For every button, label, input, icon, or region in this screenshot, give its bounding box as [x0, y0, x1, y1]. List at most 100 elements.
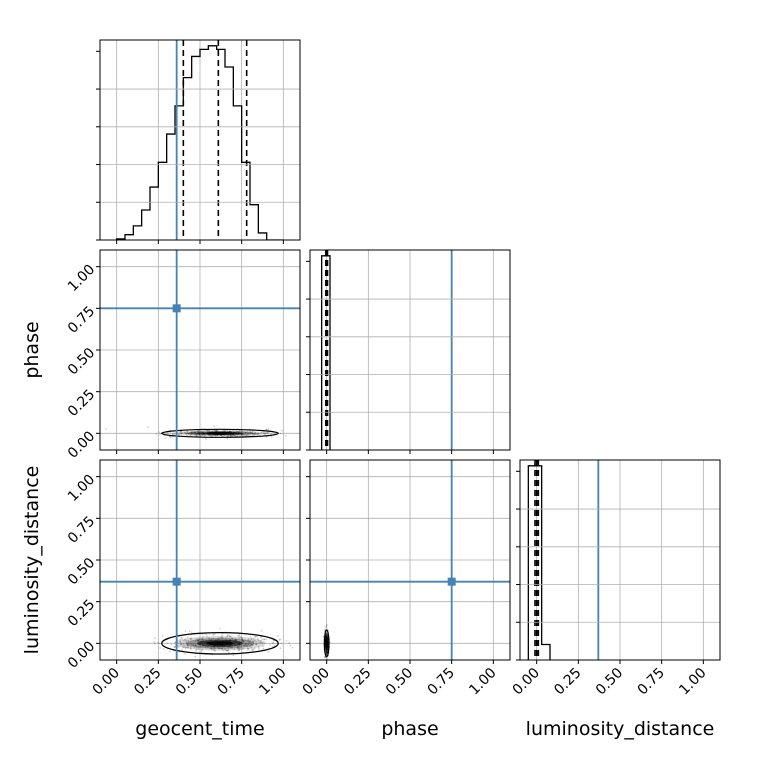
sample-point [231, 637, 234, 640]
sample-point [200, 430, 203, 432]
sample-point [326, 636, 329, 639]
sample-point [232, 429, 234, 432]
sample-point [325, 636, 328, 639]
sample-point [243, 433, 245, 435]
sample-point [186, 644, 189, 647]
sample-point [325, 635, 328, 638]
sample-point [325, 648, 328, 651]
sample-point [195, 433, 198, 435]
sample-point [186, 644, 189, 647]
sample-point [256, 433, 259, 436]
sample-point [184, 630, 187, 632]
sample-point [326, 637, 328, 639]
sample-point [325, 648, 328, 650]
sample-point [247, 647, 250, 650]
sample-point [228, 430, 231, 433]
sample-point [202, 636, 205, 638]
sample-point [226, 649, 229, 652]
sample-point [195, 649, 197, 652]
sample-point [218, 647, 221, 649]
sample-point [209, 647, 212, 650]
sample-point [193, 430, 196, 433]
sample-point [232, 654, 235, 657]
sample-point [210, 638, 213, 640]
sample-point [157, 641, 160, 644]
sample-point [181, 645, 184, 648]
sample-point [216, 434, 219, 437]
sample-point [288, 642, 291, 645]
sample-point [212, 434, 214, 437]
sample-point [212, 637, 215, 640]
sample-point [190, 637, 193, 640]
sample-point [325, 652, 328, 655]
sample-point [166, 642, 169, 645]
sample-point [199, 434, 202, 437]
sample-point [266, 432, 269, 435]
sample-point [270, 435, 273, 438]
sample-point [279, 647, 282, 650]
sample-point [186, 434, 188, 437]
y-tick-label: 1.00 [65, 262, 98, 295]
sample-point [245, 431, 248, 434]
sample-point [211, 430, 214, 432]
sample-point [204, 434, 206, 437]
sample-point [326, 650, 328, 653]
sample-point [171, 436, 173, 438]
sample-point [194, 430, 197, 433]
sample-point [325, 633, 328, 636]
sample-point [260, 629, 263, 632]
sample-point [186, 636, 189, 639]
sample-point [254, 432, 257, 435]
sample-point [326, 652, 328, 654]
panel-luminosity_distance-phase: 0.00 0.25 0.50 0.75 1.00 [300, 459, 511, 698]
sample-point [256, 637, 259, 640]
sample-point [205, 633, 208, 636]
sample-point [325, 634, 328, 637]
truth-marker [172, 577, 181, 586]
panel-content [100, 460, 300, 660]
sample-point [326, 648, 328, 651]
sample-point [326, 650, 329, 653]
sample-point [247, 433, 249, 436]
sample-point [326, 635, 328, 638]
sample-point [192, 643, 195, 646]
sample-point [233, 434, 235, 437]
sample-point [250, 638, 253, 641]
sample-point [238, 634, 241, 637]
sample-point [255, 635, 258, 638]
sample-point [169, 650, 171, 653]
sample-point [244, 639, 246, 642]
sample-point [246, 432, 249, 434]
sample-point [241, 433, 244, 436]
sample-point [326, 635, 328, 637]
samples-phase-geocent_time [105, 425, 305, 440]
sample-point [325, 649, 328, 652]
sample-point [325, 635, 328, 638]
sample-point [226, 437, 229, 440]
sample-point [325, 648, 328, 650]
sample-point [241, 647, 244, 650]
sample-point [179, 641, 182, 643]
sample-point [260, 431, 263, 434]
sample-point [201, 649, 203, 652]
sample-point [207, 429, 209, 432]
sample-point [326, 633, 328, 636]
sample-point [241, 640, 244, 642]
sample-point [197, 430, 199, 433]
sample-point [197, 639, 200, 642]
sample-point [303, 432, 305, 434]
sample-point [251, 432, 254, 434]
sample-point [238, 649, 241, 652]
sample-point [201, 633, 204, 636]
sample-point [201, 638, 204, 640]
sample-point [198, 430, 201, 433]
sample-point [250, 637, 253, 640]
sample-point [223, 648, 226, 651]
sample-point [280, 642, 283, 645]
panel-luminosity_distance-luminosity_distance: 0.00 0.25 0.50 0.75 1.00 [510, 459, 721, 698]
density-contour [161, 632, 279, 655]
sample-point [194, 655, 197, 658]
sample-point [250, 649, 253, 651]
sample-point [210, 648, 213, 651]
sample-point [291, 646, 294, 649]
